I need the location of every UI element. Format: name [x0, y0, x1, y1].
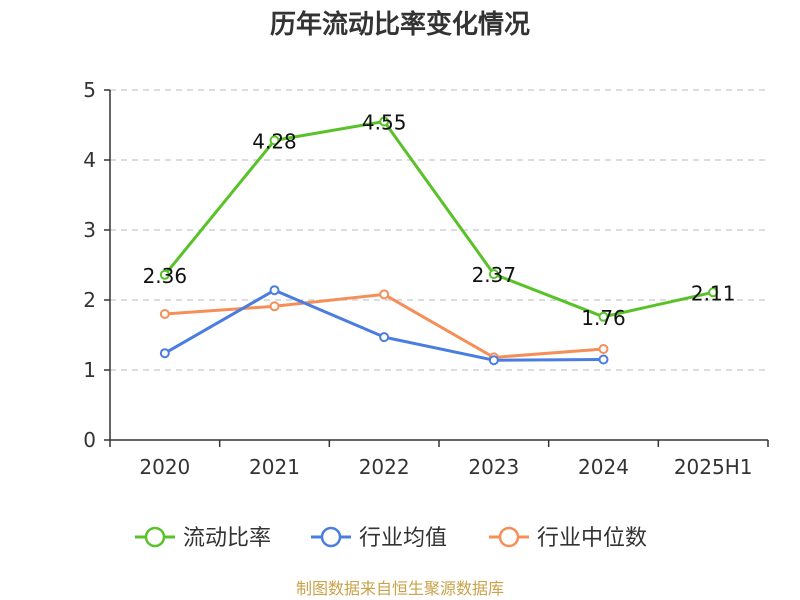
series-0-point-1	[269, 135, 280, 146]
legend-marker-2	[498, 526, 520, 548]
series-1-point-0	[159, 348, 170, 359]
y-tick-label-4: 4	[83, 148, 96, 172]
series-1-point-3	[488, 355, 499, 366]
x-tick-label-5: 2025H1	[674, 455, 753, 479]
x-tick-label-3: 2023	[468, 455, 519, 479]
series-2-point-4	[598, 344, 609, 354]
x-tick-label-0: 2020	[139, 455, 190, 479]
series-line-0	[163, 120, 714, 319]
legend: 流动比率 行业均值 行业中位数	[135, 526, 647, 551]
data-label-2: 4.55	[362, 111, 407, 135]
legend-label-2: 行业中位数	[537, 526, 647, 551]
series-0-point-5	[708, 287, 719, 298]
legend-label-1: 行业均值	[359, 526, 447, 551]
series-1-point-2	[379, 332, 390, 343]
series-2-point-1	[269, 301, 280, 312]
y-tick-label-3: 3	[83, 218, 96, 242]
series-line-1	[164, 288, 604, 362]
series-0-point-3	[488, 269, 499, 280]
data-label-0: 2.36	[143, 264, 188, 288]
series-line-2	[164, 292, 604, 359]
chart-title: 历年流动比率变化情况	[270, 9, 530, 40]
data-label-1: 4.28	[252, 129, 297, 153]
series-2-point-0	[159, 309, 170, 319]
y-tick-label-1: 1	[83, 358, 96, 382]
data-label-4: 1.76	[581, 306, 626, 330]
x-tick-label-1: 2021	[249, 455, 300, 479]
legend-marker-1	[320, 526, 342, 548]
data-labels: 2.36 4.28 4.55 2.37 1.76 2.11	[143, 111, 736, 330]
x-tick-label-4: 2024	[578, 455, 629, 479]
y-tick-label-2: 2	[83, 288, 96, 312]
series-1-point-1	[269, 285, 280, 296]
data-label-3: 2.37	[472, 263, 517, 287]
series-layer	[159, 116, 719, 366]
source-note: 制图数据来自恒生聚源数据库	[296, 579, 504, 598]
series-2-point-2	[379, 289, 390, 300]
y-tick-label-0: 0	[83, 428, 96, 452]
legend-marker-0	[144, 526, 166, 548]
series-1-point-4	[598, 354, 609, 365]
x-tick-label-2: 2022	[359, 455, 410, 479]
legend-label-0: 流动比率	[183, 526, 271, 551]
y-tick-label-5: 5	[83, 78, 96, 102]
series-0-point-2	[379, 116, 390, 127]
axes: 0 1 2 3 4 5 2020 2021 2022 2023 2024 2025H1	[83, 78, 769, 479]
series-0-point-0	[159, 269, 170, 280]
series-0-point-4	[598, 311, 609, 322]
data-label-5: 2.11	[691, 281, 736, 305]
